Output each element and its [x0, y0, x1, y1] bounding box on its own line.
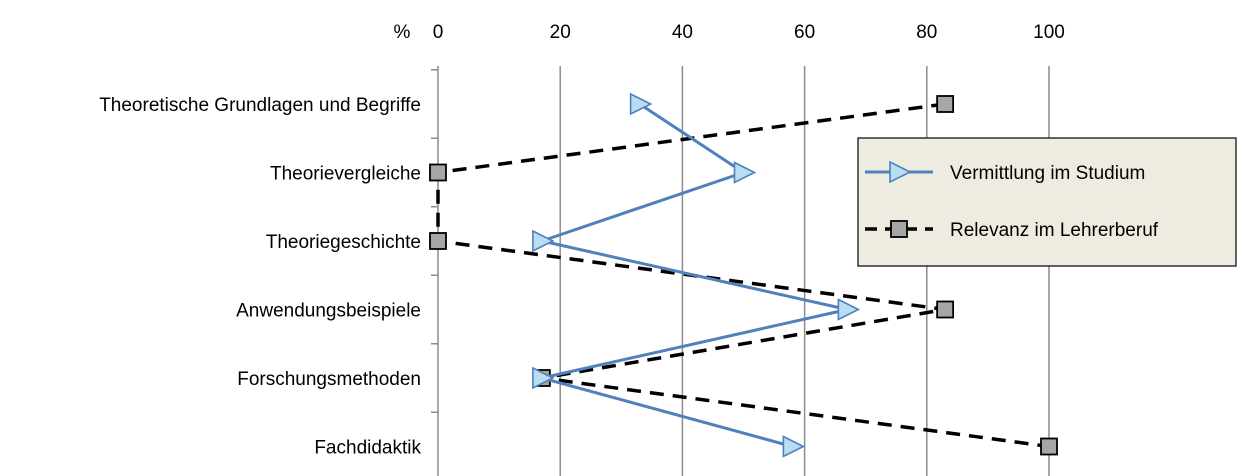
x-axis-unit-label: % — [394, 22, 411, 43]
category-label: Theoriegeschichte — [266, 232, 421, 253]
data-point — [629, 92, 653, 116]
x-tick-label: 20 — [550, 22, 571, 43]
data-point — [1040, 437, 1058, 456]
data-point — [936, 95, 955, 113]
series-group — [429, 92, 1058, 458]
category-label: Theorievergleiche — [270, 164, 421, 185]
gridlines — [559, 66, 1050, 476]
x-tick-label: 100 — [1033, 22, 1065, 43]
legend: Vermittlung im Studium Relevanz im Lehrer… — [857, 137, 1237, 267]
category-axis — [431, 66, 439, 476]
x-tick-label: 60 — [794, 22, 815, 43]
x-tick-label: 40 — [672, 22, 693, 43]
data-point — [532, 366, 555, 390]
legend-marker — [889, 160, 912, 184]
data-point — [429, 232, 447, 250]
data-point — [936, 300, 955, 319]
data-point — [429, 163, 447, 182]
category-label: Anwendungsbeispiele — [236, 301, 421, 322]
category-label: Fachdidaktik — [314, 438, 421, 459]
data-point — [837, 298, 861, 321]
legend-label: Vermittlung im Studium — [950, 163, 1145, 184]
x-tick-label: 0 — [433, 22, 444, 43]
legend-box — [857, 137, 1237, 267]
category-label: Theoretische Grundlagen und Begriffe — [99, 95, 421, 116]
data-point — [532, 229, 555, 253]
series-0 — [532, 92, 861, 458]
series-line — [540, 102, 849, 448]
category-labels: Theoretische Grundlagen und Begriffe Theo… — [99, 95, 421, 459]
data-point — [782, 435, 806, 458]
legend-marker — [890, 220, 908, 238]
x-tick-labels: 0 20 40 60 80 100 — [433, 22, 1065, 43]
x-tick-label: 80 — [916, 22, 937, 43]
data-point — [733, 161, 757, 184]
category-label: Forschungsmethoden — [237, 369, 421, 390]
legend-label: Relevanz im Lehrerberuf — [950, 220, 1159, 241]
